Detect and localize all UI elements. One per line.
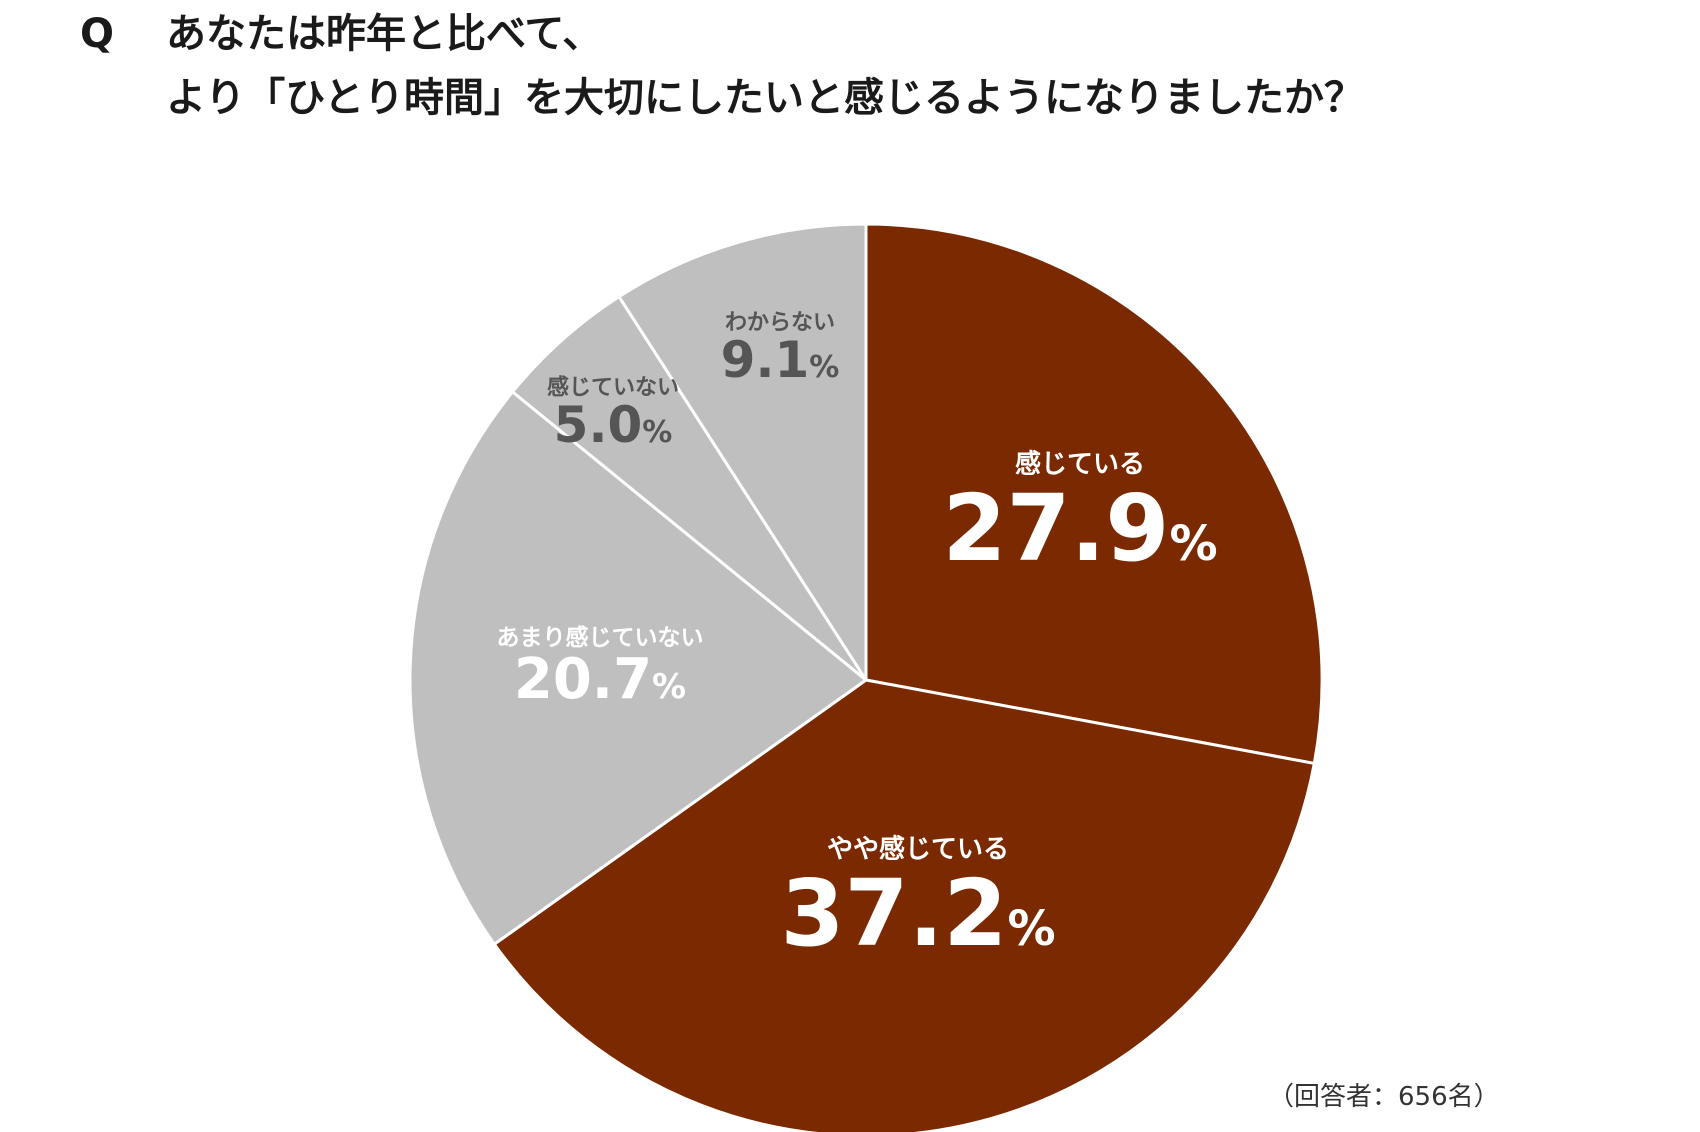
- slice-value-label: 37.2%: [780, 860, 1055, 967]
- pie-slice: [511, 295, 868, 682]
- slice-category-label: あまり感じていない: [497, 624, 704, 651]
- slice-value-label: 5.0%: [554, 396, 673, 454]
- respondents-note: （回答者：656名）: [1268, 1082, 1500, 1112]
- pie-slice: [408, 390, 868, 946]
- pie-slices: [408, 222, 1324, 1132]
- question-marker: Q: [80, 11, 115, 57]
- question-heading: Q あなたは昨年と比べて、 より「ひとり時間」を大切にしたいと感じるようになりま…: [80, 2, 1364, 130]
- question-line-1: あなたは昨年と比べて、: [166, 11, 603, 57]
- question-line-2: より「ひとり時間」を大切にしたいと感じるようになりましたか？: [166, 75, 1364, 121]
- slice-value-label: 20.7%: [514, 647, 686, 712]
- slice-category-label: 感じている: [1015, 450, 1145, 480]
- slice-category-label: やや感じている: [827, 835, 1009, 865]
- slice-category-label: わからない: [725, 311, 835, 336]
- pie-slice: [864, 222, 1324, 765]
- slice-category-label: 感じていない: [547, 375, 679, 401]
- slice-value-label: 9.1%: [721, 331, 840, 389]
- pie-slice: [492, 678, 1316, 1132]
- slice-value-label: 27.9%: [942, 475, 1217, 582]
- pie-slice: [617, 222, 868, 682]
